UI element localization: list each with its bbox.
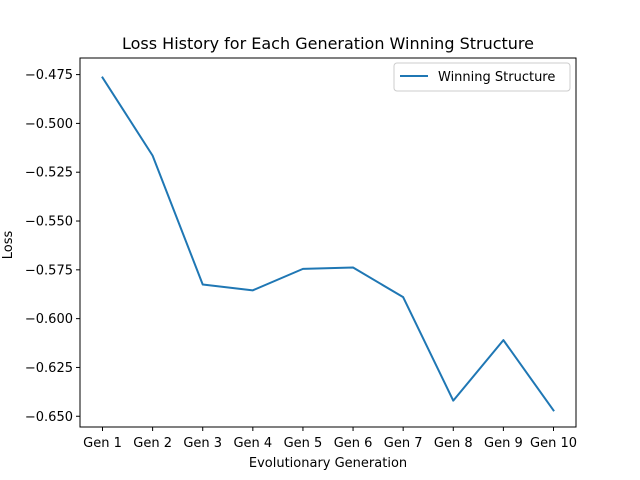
x-tick-label: Gen 1 xyxy=(83,436,122,451)
x-tick-label: Gen 7 xyxy=(384,436,423,451)
x-tick-label: Gen 5 xyxy=(284,436,323,451)
x-axis-label: Evolutionary Generation xyxy=(249,456,407,471)
legend-label-winning-structure: Winning Structure xyxy=(438,70,555,85)
y-tick-label: −0.625 xyxy=(25,361,73,376)
x-tick-label: Gen 8 xyxy=(434,436,473,451)
series-layer xyxy=(101,76,555,412)
series-line-winning-structure xyxy=(101,76,555,412)
x-tick-label: Gen 3 xyxy=(183,436,222,451)
x-axis-ticks: Gen 1 Gen 2 Gen 3 Gen 4 Gen 5 Gen 6 Gen 7 Gen 8… xyxy=(83,427,577,451)
y-tick-label: −0.475 xyxy=(25,68,73,83)
x-tick-label: Gen 10 xyxy=(530,436,577,451)
x-tick-label: Gen 9 xyxy=(484,436,523,451)
y-axis-label: Loss xyxy=(1,231,16,260)
y-tick-label: −0.600 xyxy=(25,312,73,327)
x-tick-label: Gen 2 xyxy=(133,436,172,451)
x-tick-label: Gen 6 xyxy=(334,436,373,451)
y-tick-label: −0.500 xyxy=(25,117,73,132)
plot-area xyxy=(80,58,576,427)
legend-box xyxy=(393,62,571,92)
plot-frame xyxy=(79,57,577,428)
legend: Winning Structure xyxy=(393,62,571,92)
y-tick-label: −0.650 xyxy=(25,410,73,425)
y-axis-ticks: −0.475 −0.500 −0.525 −0.550 −0.575 −0.600 −0.6… xyxy=(25,68,80,425)
y-tick-label: −0.550 xyxy=(25,215,73,230)
y-tick-label: −0.525 xyxy=(25,166,73,181)
y-tick-label: −0.575 xyxy=(25,263,73,278)
x-tick-label: Gen 4 xyxy=(233,436,272,451)
chart-title: Loss History for Each Generation Winning… xyxy=(122,34,534,53)
